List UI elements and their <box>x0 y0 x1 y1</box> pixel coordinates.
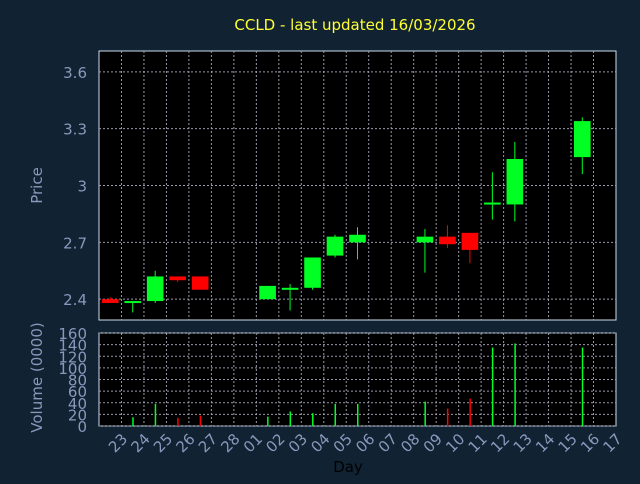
volume-bar <box>334 403 337 426</box>
candle-up <box>506 158 524 205</box>
volume-bar <box>177 417 179 426</box>
volume-bar <box>469 398 471 426</box>
price-tick-label: 2.4 <box>63 291 87 309</box>
price-tick-label: 3.6 <box>63 64 87 82</box>
candle-up <box>124 301 142 304</box>
volume-tick-label: 20 <box>68 406 87 424</box>
volume-bar <box>491 347 494 426</box>
candle-up <box>146 276 164 302</box>
volume-bar <box>424 401 426 426</box>
candle-up <box>281 287 299 290</box>
volume-bar <box>199 415 202 426</box>
chart-title: CCLD - last updated 16/03/2026 <box>234 16 475 34</box>
volume-bar <box>267 416 269 426</box>
volume-bar <box>357 403 359 426</box>
volume-tick-label: 100 <box>58 360 87 378</box>
price-axis-label: Price <box>28 167 46 204</box>
volume-tick-label: 160 <box>58 325 87 343</box>
volume-tick-label: 0 <box>77 418 87 436</box>
candle-up <box>349 234 366 243</box>
candle-down <box>101 299 119 303</box>
price-plot-area <box>98 50 617 321</box>
volume-bar <box>312 413 314 426</box>
x-axis-label: Day <box>333 458 363 476</box>
price-tick-label: 3.3 <box>63 121 87 139</box>
volume-bar <box>154 403 157 426</box>
volume-bar <box>289 411 292 426</box>
candle-down <box>191 276 209 290</box>
volume-tick-label: 40 <box>68 395 87 413</box>
x-tick-label: 17 <box>600 430 626 456</box>
candle-down <box>169 276 186 281</box>
candle-down <box>461 232 479 250</box>
volume-tick-label: 80 <box>68 372 87 390</box>
price-tick-label: 3 <box>77 178 87 196</box>
candle-up <box>416 236 434 243</box>
candle-down <box>439 236 456 245</box>
candle-up <box>573 121 591 158</box>
volume-tick-label: 120 <box>58 348 87 366</box>
volume-axis-label: Volume (0000) <box>28 322 46 432</box>
volume-tick-label: 60 <box>68 383 87 401</box>
volume-bar <box>446 408 449 426</box>
candle-up <box>484 202 501 205</box>
volume-bar <box>581 347 584 426</box>
candle-up <box>304 257 321 288</box>
volume-tick-label: 140 <box>58 337 87 355</box>
candle-up <box>259 285 276 300</box>
price-tick-label: 2.7 <box>63 234 87 252</box>
volume-bar <box>132 417 134 426</box>
candle-up <box>326 236 344 256</box>
volume-bar <box>514 343 516 426</box>
